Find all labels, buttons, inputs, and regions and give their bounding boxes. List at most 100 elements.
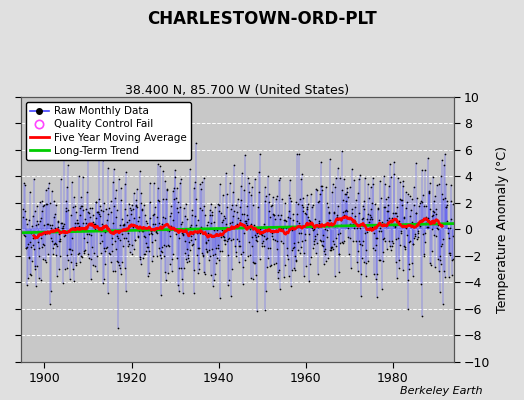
Point xyxy=(184,255,193,261)
Point xyxy=(343,185,351,191)
Point xyxy=(196,185,205,192)
Point xyxy=(234,196,243,202)
Point xyxy=(185,224,194,230)
Point xyxy=(159,168,167,174)
Point xyxy=(138,227,147,234)
Point xyxy=(91,263,99,269)
Point xyxy=(254,169,263,175)
Point xyxy=(86,214,94,220)
Point xyxy=(45,229,53,235)
Point xyxy=(29,246,38,252)
Point xyxy=(255,256,264,262)
Point xyxy=(51,202,60,208)
Point xyxy=(241,151,249,158)
Point xyxy=(50,198,58,204)
Point xyxy=(305,216,313,223)
Point xyxy=(353,259,361,265)
Point xyxy=(187,237,195,243)
Point xyxy=(238,248,247,255)
Point xyxy=(424,224,432,230)
Point xyxy=(186,247,194,253)
Point xyxy=(265,208,274,215)
Point xyxy=(270,237,279,243)
Point xyxy=(216,295,224,301)
Point xyxy=(140,233,148,240)
Point xyxy=(319,242,327,249)
Point xyxy=(112,187,120,193)
Point xyxy=(343,208,352,214)
Point xyxy=(434,256,443,262)
Point xyxy=(411,230,419,237)
Point xyxy=(45,180,53,187)
Point xyxy=(319,232,328,238)
Point xyxy=(85,230,94,237)
Point xyxy=(280,262,289,268)
Point xyxy=(263,236,271,242)
Point xyxy=(216,210,225,216)
Point xyxy=(84,250,93,257)
Point xyxy=(177,265,185,271)
Point xyxy=(404,277,412,284)
Point xyxy=(27,272,35,278)
Point xyxy=(291,257,300,264)
Point xyxy=(368,181,377,187)
Point xyxy=(442,180,450,187)
Point xyxy=(383,217,391,224)
Point xyxy=(264,244,272,251)
Point xyxy=(282,218,291,224)
Point xyxy=(277,212,286,218)
Point xyxy=(331,184,340,190)
Point xyxy=(231,243,239,249)
Point xyxy=(373,293,381,300)
Point xyxy=(85,205,94,211)
Point xyxy=(235,242,244,249)
Point xyxy=(266,263,274,269)
Point xyxy=(185,258,193,264)
Point xyxy=(340,238,348,244)
Point xyxy=(328,189,336,195)
Point xyxy=(352,197,361,204)
Point xyxy=(223,236,232,242)
Point xyxy=(440,268,449,274)
Point xyxy=(88,204,96,211)
Point xyxy=(411,160,420,166)
Point xyxy=(198,207,206,213)
Point xyxy=(359,237,367,244)
Point xyxy=(377,222,386,228)
Point xyxy=(160,242,168,248)
Point xyxy=(144,224,152,230)
Point xyxy=(140,251,149,257)
Point xyxy=(397,230,406,236)
Point xyxy=(424,215,432,222)
Point xyxy=(176,180,184,186)
Point xyxy=(132,201,140,208)
Point xyxy=(442,204,450,210)
Point xyxy=(283,256,292,262)
Point xyxy=(306,218,314,224)
Point xyxy=(152,228,160,234)
Point xyxy=(27,230,35,236)
Point xyxy=(365,218,374,225)
Point xyxy=(344,225,352,231)
Point xyxy=(314,218,323,224)
Point xyxy=(440,274,449,280)
Point xyxy=(187,233,195,240)
Point xyxy=(219,233,227,239)
Point xyxy=(21,245,30,252)
Point xyxy=(32,263,41,270)
Point xyxy=(434,268,443,274)
Point xyxy=(99,207,107,214)
Point xyxy=(73,220,82,226)
Point xyxy=(345,234,354,241)
Point xyxy=(41,256,49,263)
Point xyxy=(369,174,378,181)
Point xyxy=(259,243,268,250)
Point xyxy=(97,238,106,244)
Point xyxy=(435,256,444,263)
Point xyxy=(19,180,28,186)
Point xyxy=(181,238,190,244)
Point xyxy=(233,236,241,242)
Point xyxy=(52,241,61,248)
Point xyxy=(230,236,238,243)
Point xyxy=(263,235,271,241)
